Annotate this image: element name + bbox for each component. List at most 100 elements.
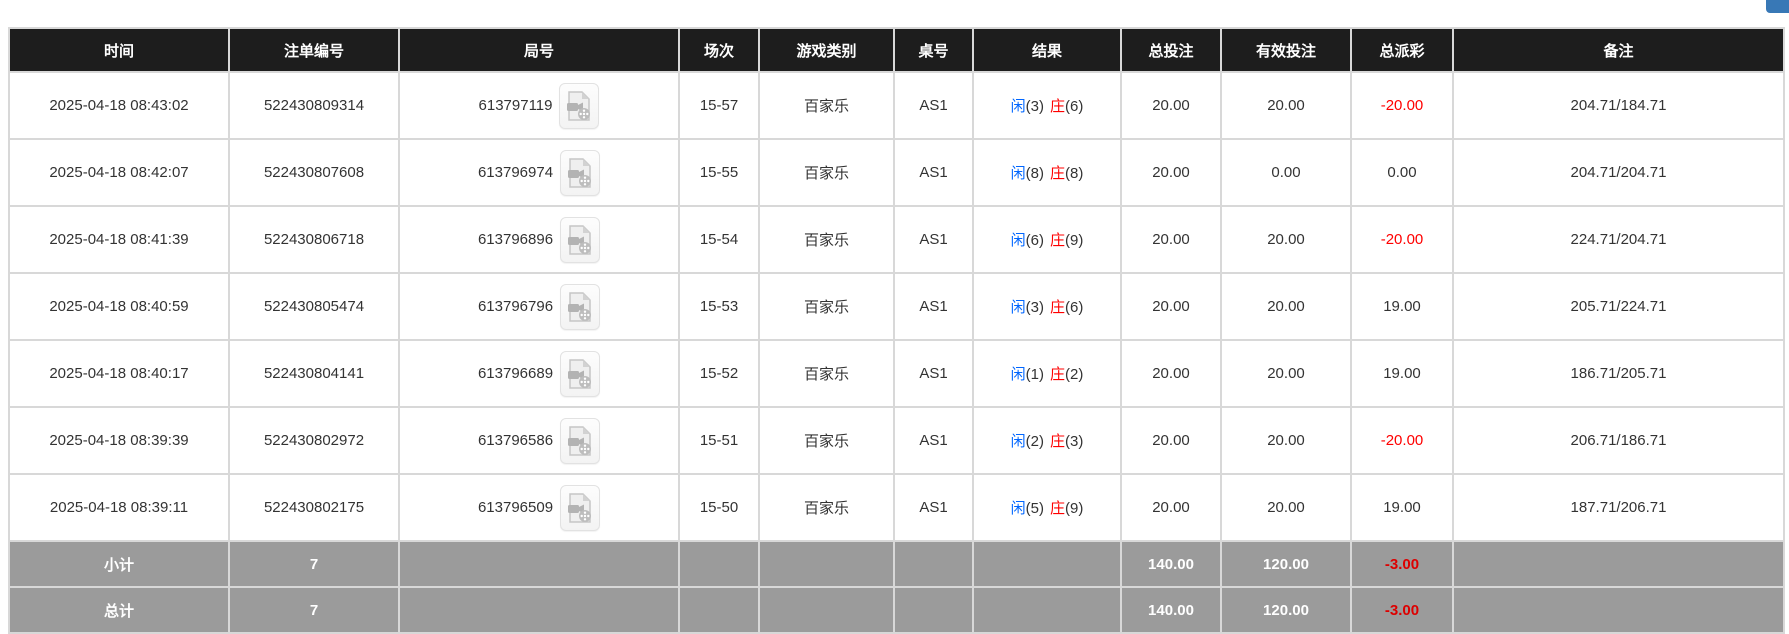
- table-row: 2025-04-18 08:39:39 522430802972 6137965…: [8, 406, 1785, 475]
- video-replay-icon: [567, 492, 593, 523]
- video-replay-icon: [567, 425, 593, 456]
- cell-remark: 186.71/205.71: [1452, 339, 1785, 408]
- summary-empty-result: [972, 540, 1122, 588]
- round-id-text: 613796509: [477, 499, 554, 516]
- cell-session: 15-57: [678, 71, 760, 140]
- cell-game-type: 百家乐: [758, 339, 895, 408]
- video-replay-icon: [567, 157, 593, 188]
- cell-table-no: AS1: [893, 473, 974, 542]
- cell-session: 15-50: [678, 473, 760, 542]
- top-right-partial-button[interactable]: [1766, 0, 1789, 13]
- col-header-valid-bet: 有效投注: [1220, 27, 1352, 73]
- summary-empty-round: [398, 586, 680, 634]
- result-player-label: 闲: [1010, 299, 1026, 316]
- video-replay-button[interactable]: [560, 149, 601, 196]
- video-replay-button[interactable]: [560, 417, 601, 464]
- summary-row: 小计 7 140.00 120.00 -3.00: [8, 540, 1785, 588]
- col-header-payout: 总派彩: [1350, 27, 1454, 73]
- cell-time: 2025-04-18 08:40:17: [8, 339, 230, 408]
- result-banker-score: (2): [1065, 366, 1084, 383]
- cell-payout: -20.00: [1350, 406, 1454, 475]
- summary-empty-round: [398, 540, 680, 588]
- cell-table-no: AS1: [893, 205, 974, 274]
- round-id-text: 613796896: [477, 231, 554, 248]
- result-banker-label: 庄: [1050, 500, 1066, 517]
- summary-empty-table: [893, 586, 974, 634]
- cell-total-bet[interactable]: 20.00: [1120, 339, 1222, 408]
- cell-total-bet[interactable]: 20.00: [1120, 406, 1222, 475]
- table-row: 2025-04-18 08:42:07 522430807608 6137969…: [8, 138, 1785, 207]
- cell-table-no: AS1: [893, 406, 974, 475]
- summary-total-bet: 140.00: [1120, 540, 1222, 588]
- result-player-score: (3): [1025, 98, 1044, 115]
- result-player-label: 闲: [1010, 433, 1026, 450]
- summary-row: 总计 7 140.00 120.00 -3.00: [8, 586, 1785, 634]
- col-header-session: 场次: [678, 27, 760, 73]
- cell-result: 闲(3) 庄(6): [972, 272, 1122, 341]
- col-header-bet-id: 注单编号: [228, 27, 400, 73]
- result-banker-score: (9): [1065, 500, 1084, 517]
- cell-round-id: 613796689: [398, 339, 680, 408]
- result-player-score: (6): [1025, 232, 1044, 249]
- cell-bet-id: 522430804141: [228, 339, 400, 408]
- result-banker-label: 庄: [1050, 98, 1066, 115]
- cell-round-id: 613796586: [398, 406, 680, 475]
- result-player-score: (5): [1025, 500, 1044, 517]
- cell-remark: 205.71/224.71: [1452, 272, 1785, 341]
- cell-time: 2025-04-18 08:42:07: [8, 138, 230, 207]
- video-replay-button[interactable]: [560, 283, 601, 330]
- result-banker-score: (8): [1065, 165, 1084, 182]
- cell-payout: 0.00: [1350, 138, 1454, 207]
- round-id-text: 613796974: [477, 164, 554, 181]
- cell-game-type: 百家乐: [758, 138, 895, 207]
- result-player-score: (8): [1025, 165, 1044, 182]
- summary-empty-table: [893, 540, 974, 588]
- result-player-label: 闲: [1010, 165, 1026, 182]
- cell-bet-id: 522430806718: [228, 205, 400, 274]
- result-banker-score: (3): [1065, 433, 1084, 450]
- cell-session: 15-52: [678, 339, 760, 408]
- cell-payout: -20.00: [1350, 71, 1454, 140]
- result-player-label: 闲: [1010, 98, 1026, 115]
- cell-game-type: 百家乐: [758, 205, 895, 274]
- result-banker-score: (6): [1065, 98, 1084, 115]
- result-player-score: (3): [1025, 299, 1044, 316]
- cell-remark: 206.71/186.71: [1452, 406, 1785, 475]
- cell-table-no: AS1: [893, 272, 974, 341]
- round-id-text: 613796586: [477, 432, 554, 449]
- video-replay-button[interactable]: [559, 82, 600, 129]
- cell-total-bet[interactable]: 20.00: [1120, 473, 1222, 542]
- video-replay-button[interactable]: [560, 484, 601, 531]
- cell-total-bet[interactable]: 20.00: [1120, 71, 1222, 140]
- cell-time: 2025-04-18 08:43:02: [8, 71, 230, 140]
- cell-time: 2025-04-18 08:39:11: [8, 473, 230, 542]
- summary-label: 小计: [8, 540, 230, 588]
- cell-game-type: 百家乐: [758, 71, 895, 140]
- cell-result: 闲(8) 庄(8): [972, 138, 1122, 207]
- summary-valid-bet: 120.00: [1220, 586, 1352, 634]
- round-id-text: 613796689: [477, 365, 554, 382]
- cell-session: 15-54: [678, 205, 760, 274]
- cell-total-bet[interactable]: 20.00: [1120, 272, 1222, 341]
- cell-payout: 19.00: [1350, 339, 1454, 408]
- summary-payout: -3.00: [1350, 540, 1454, 588]
- cell-table-no: AS1: [893, 138, 974, 207]
- cell-total-bet[interactable]: 20.00: [1120, 138, 1222, 207]
- cell-total-bet[interactable]: 20.00: [1120, 205, 1222, 274]
- cell-result: 闲(2) 庄(3): [972, 406, 1122, 475]
- result-banker-label: 庄: [1050, 232, 1066, 249]
- summary-count: 7: [228, 586, 400, 634]
- video-replay-button[interactable]: [560, 350, 601, 397]
- cell-valid-bet: 20.00: [1220, 406, 1352, 475]
- cell-remark: 204.71/204.71: [1452, 138, 1785, 207]
- cell-valid-bet: 0.00: [1220, 138, 1352, 207]
- col-header-total-bet: 总投注: [1120, 27, 1222, 73]
- cell-bet-id: 522430809314: [228, 71, 400, 140]
- cell-bet-id: 522430802175: [228, 473, 400, 542]
- cell-time: 2025-04-18 08:41:39: [8, 205, 230, 274]
- cell-bet-id: 522430805474: [228, 272, 400, 341]
- cell-table-no: AS1: [893, 71, 974, 140]
- video-replay-button[interactable]: [560, 216, 601, 263]
- header-row: 时间 注单编号 局号 场次 游戏类别 桌号 结果 总投注 有效投注 总派彩 备注: [8, 27, 1785, 73]
- result-player-score: (2): [1025, 433, 1044, 450]
